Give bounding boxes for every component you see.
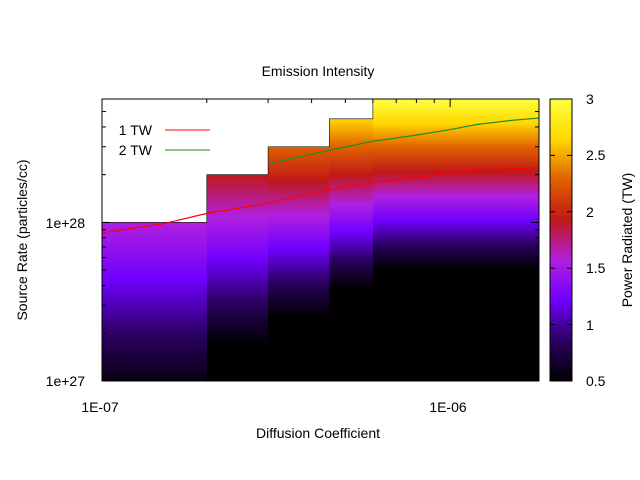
colorbar-tick-1: 1 — [586, 317, 594, 333]
domain-boundary — [102, 98, 539, 223]
x-tick-label-1e-07: 1E-07 — [81, 399, 119, 415]
legend: 1 TW 2 TW — [119, 122, 210, 158]
heat-column-0 — [102, 222, 208, 381]
chart-title: Emission Intensity — [262, 63, 375, 79]
series-line-1tw — [102, 166, 539, 234]
colorbar-tick-0.5: 0.5 — [586, 373, 606, 389]
contour-lines — [102, 117, 539, 234]
x-tick-label-1e-06: 1E-06 — [429, 399, 467, 415]
heatmap-area — [102, 99, 539, 381]
y-tick-label-1e+27: 1e+27 — [46, 373, 86, 389]
colorbar-ticks — [550, 98, 572, 382]
legend-label-1tw: 1 TW — [119, 122, 153, 138]
heat-column-3 — [329, 118, 374, 381]
colorbar-tick-1.5: 1.5 — [586, 260, 606, 276]
colorbar-tick-2: 2 — [586, 204, 594, 220]
legend-label-2tw: 2 TW — [119, 142, 153, 158]
y-axis-label: Source Rate (particles/cc) — [14, 159, 30, 320]
boundary-edge — [102, 98, 539, 223]
y-tick-label-1e+28: 1e+28 — [46, 215, 86, 231]
series-line-2tw — [267, 117, 539, 165]
plot-frame — [101, 98, 540, 382]
axis-ticks — [101, 98, 539, 382]
heat-column-2 — [268, 146, 330, 381]
colorbar-label: Power Radiated (TW) — [619, 173, 635, 308]
colorbar-tick-2.5: 2.5 — [586, 147, 606, 163]
colorbar — [549, 98, 573, 382]
heat-column-1 — [206, 174, 269, 381]
colorbar-tick-3: 3 — [586, 91, 594, 107]
heat-column-4 — [372, 99, 539, 381]
x-axis-label: Diffusion Coefficient — [256, 425, 380, 441]
